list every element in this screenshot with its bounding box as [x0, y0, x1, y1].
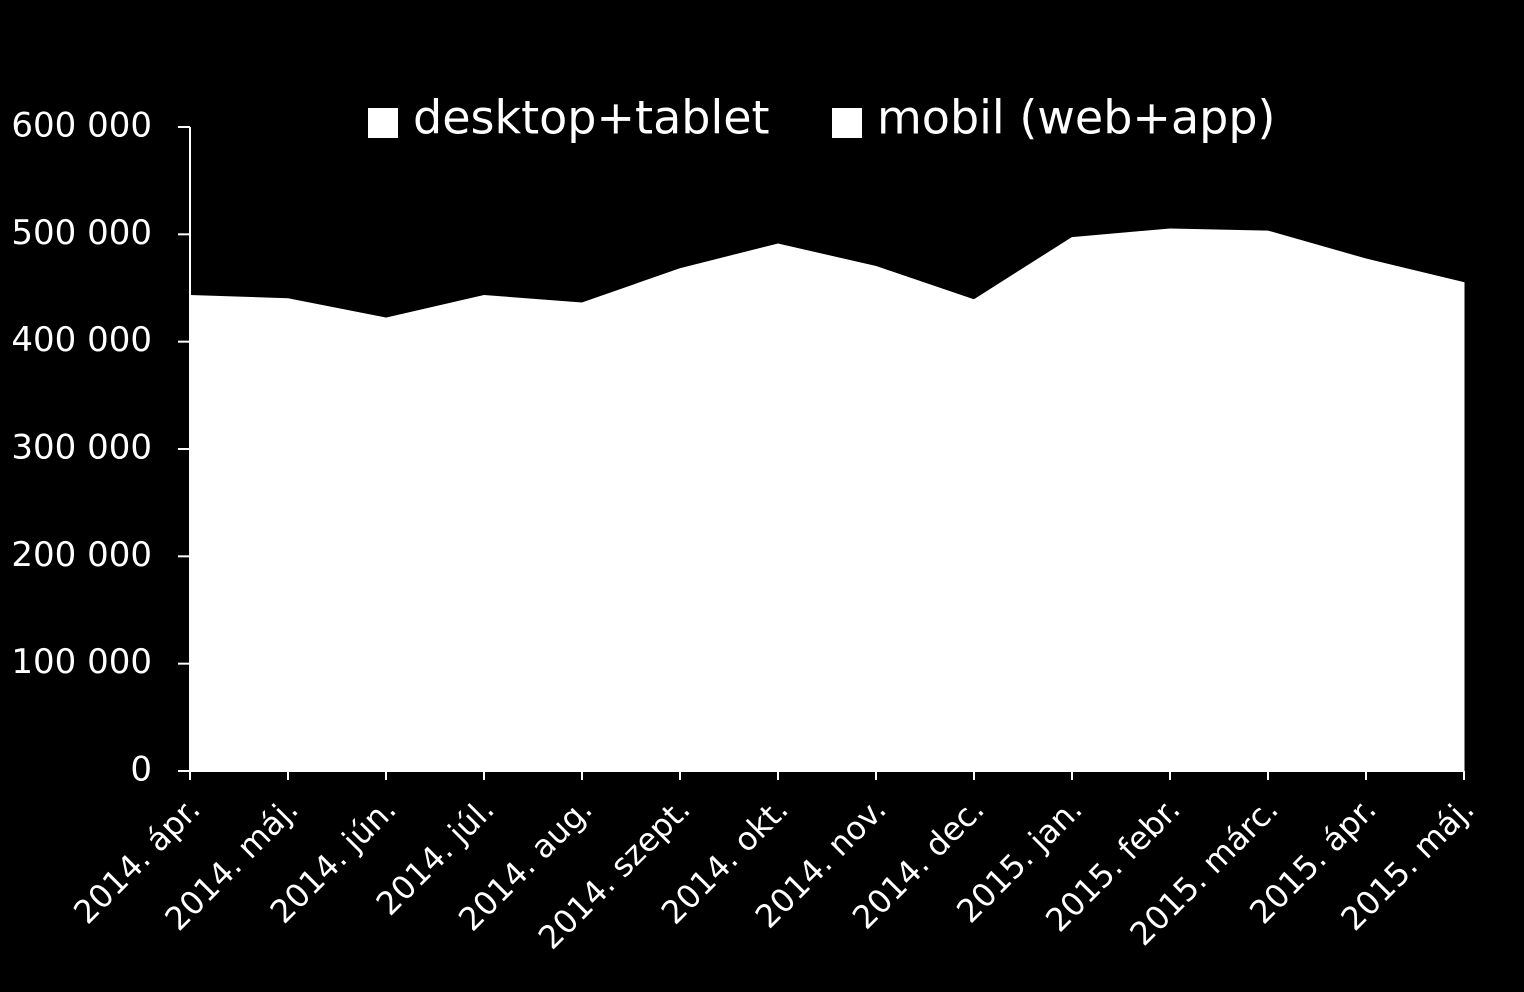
y-tick-label: 0	[130, 750, 152, 790]
y-tick-label: 500 000	[11, 213, 152, 253]
y-tick-label: 400 000	[11, 320, 152, 360]
legend-swatch	[832, 108, 862, 138]
area	[189, 393, 1465, 772]
legend-label: desktop+tablet	[413, 91, 770, 145]
y-tick-label: 100 000	[11, 642, 152, 682]
area	[189, 228, 1465, 493]
legend-label: mobil (web+app)	[877, 91, 1275, 145]
y-tick-label: 300 000	[11, 428, 152, 468]
y-tick-label: 600 000	[11, 106, 152, 146]
y-tick-label: 200 000	[11, 535, 152, 575]
legend-swatch	[368, 108, 398, 138]
